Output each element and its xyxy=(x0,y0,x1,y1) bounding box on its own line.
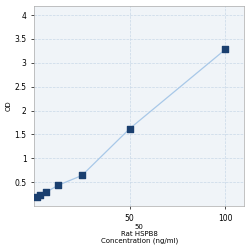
Point xyxy=(35,194,39,198)
Point xyxy=(223,48,227,52)
Point xyxy=(44,190,48,194)
Point xyxy=(56,183,60,187)
Point xyxy=(38,193,42,197)
Point xyxy=(128,127,132,131)
Y-axis label: OD: OD xyxy=(6,100,12,111)
X-axis label: 50
Rat HSPB8
Concentration (ng/ml): 50 Rat HSPB8 Concentration (ng/ml) xyxy=(101,224,178,244)
Point xyxy=(80,174,84,178)
